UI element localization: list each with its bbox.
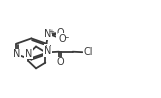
Text: N: N (13, 49, 20, 59)
Text: N: N (25, 49, 32, 59)
Text: H: H (44, 45, 51, 54)
Text: –: – (65, 33, 69, 42)
Text: N: N (44, 29, 52, 39)
Text: Cl: Cl (84, 47, 93, 57)
Text: O: O (59, 34, 66, 44)
Text: N: N (44, 46, 51, 56)
Text: O: O (56, 28, 64, 38)
Text: O: O (56, 57, 64, 67)
Text: +: + (49, 29, 55, 35)
